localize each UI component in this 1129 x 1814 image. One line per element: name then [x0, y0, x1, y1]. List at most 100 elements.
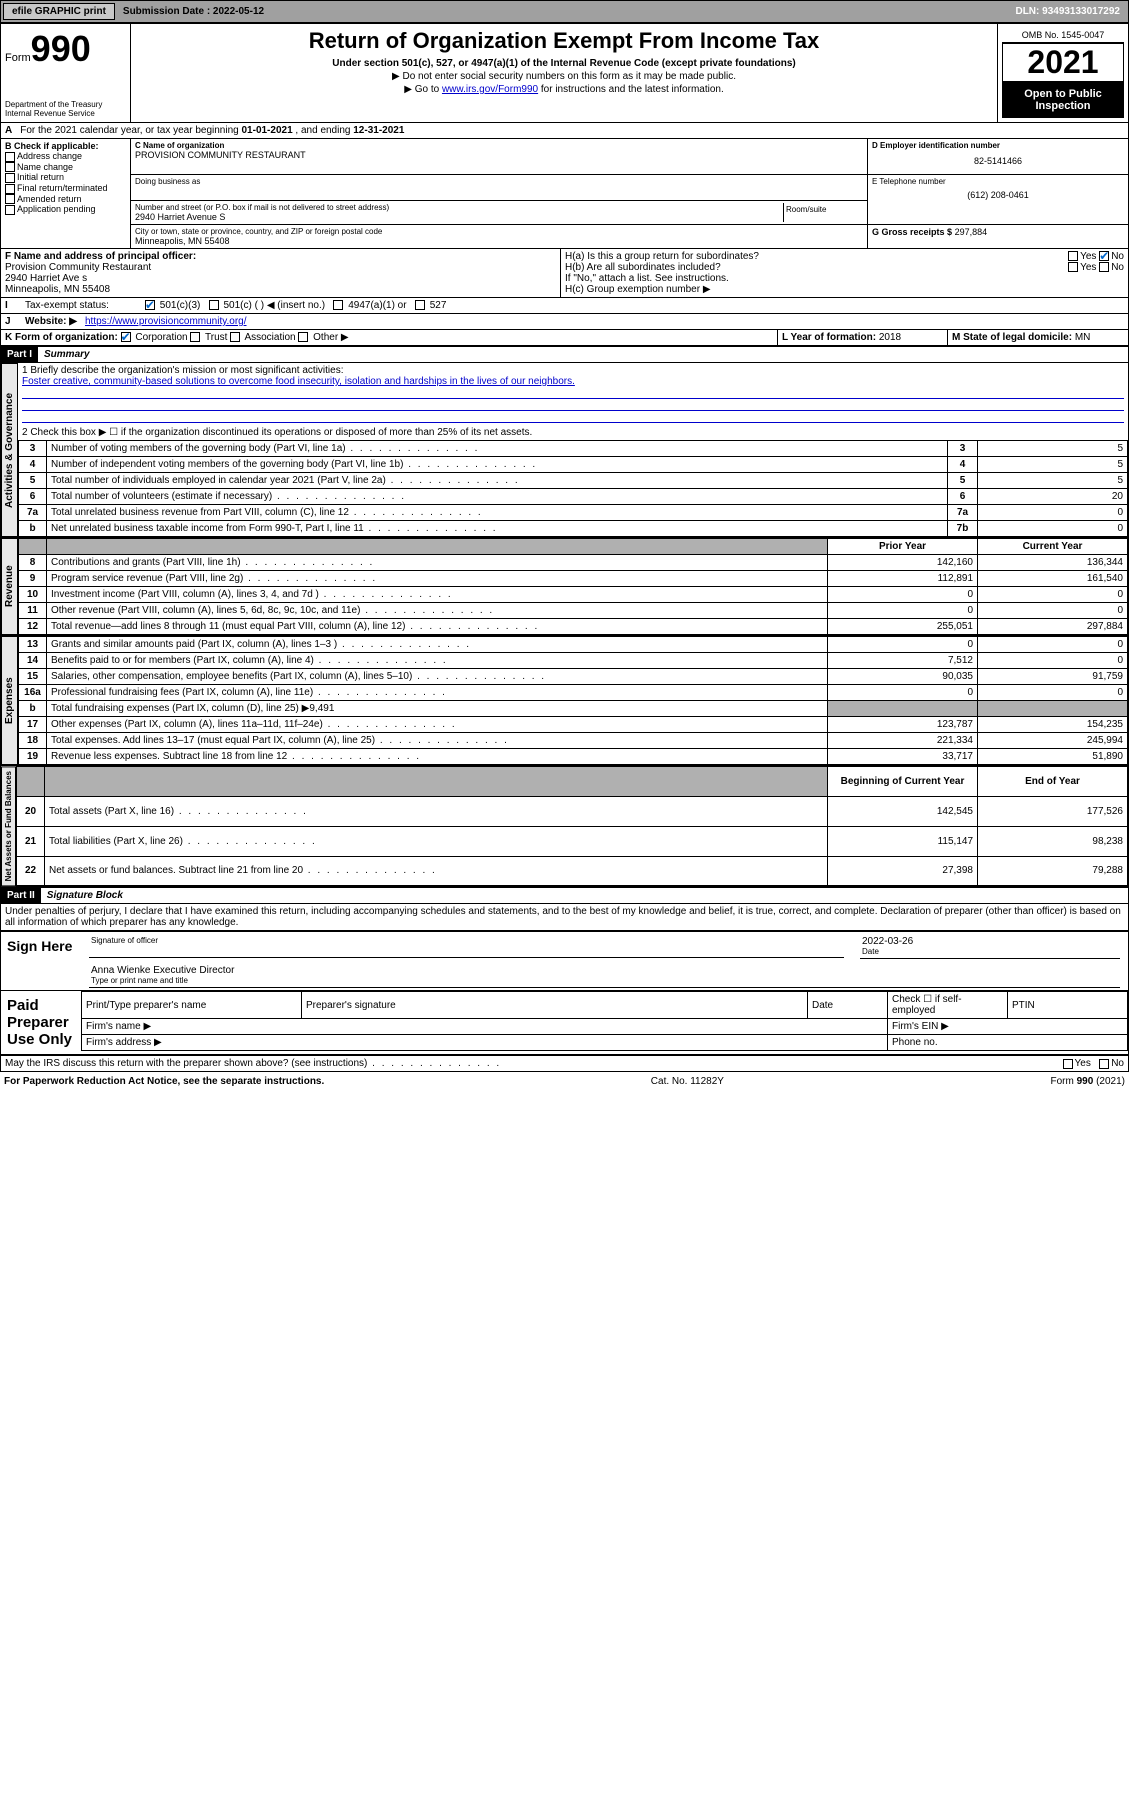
- vtab-revenue: Revenue: [1, 538, 18, 635]
- line2: 2 Check this box ▶ ☐ if the organization…: [18, 425, 1128, 440]
- h-c: H(c) Group exemption number ▶: [565, 284, 1124, 295]
- open-inspection: Open to Public Inspection: [1002, 82, 1124, 118]
- form-ref: Form 990 (2021): [1051, 1076, 1125, 1087]
- form-note-ssn: ▶ Do not enter social security numbers o…: [135, 71, 993, 82]
- efile-print-button[interactable]: efile GRAPHIC print: [3, 3, 115, 20]
- entity-block: B Check if applicable: Address change Na…: [0, 139, 1129, 249]
- sign-here-block: Sign Here Signature of officer 2022-03-2…: [0, 931, 1129, 991]
- block-c-label: C Name of organization: [135, 141, 863, 150]
- declaration-text: Under penalties of perjury, I declare th…: [0, 904, 1129, 931]
- ck-corp[interactable]: [121, 332, 131, 342]
- block-g-label: G Gross receipts $: [872, 227, 952, 237]
- h-a: H(a) Is this a group return for subordin…: [565, 251, 759, 262]
- part1-header: Part I Summary: [0, 346, 1129, 363]
- form-title: Return of Organization Exempt From Incom…: [135, 28, 993, 54]
- website-link[interactable]: https://www.provisioncommunity.org/: [85, 316, 247, 327]
- discuss-yes[interactable]: [1063, 1059, 1073, 1069]
- ck-527[interactable]: [415, 300, 425, 310]
- summary-balances: Net Assets or Fund Balances Beginning of…: [0, 766, 1129, 887]
- gross-receipts: 297,884: [955, 227, 988, 237]
- ck-501c3[interactable]: [145, 300, 155, 310]
- period-line: A For the 2021 calendar year, or tax yea…: [0, 123, 1129, 139]
- summary-expenses: Expenses 13Grants and similar amounts pa…: [0, 636, 1129, 766]
- vtab-expenses: Expenses: [1, 636, 18, 765]
- form-number: Form990: [5, 28, 126, 70]
- sig-date: 2022-03-26: [862, 936, 1118, 947]
- firm-addr-label: Firm's address ▶: [82, 1035, 888, 1051]
- ck-amended[interactable]: Amended return: [17, 194, 82, 204]
- dba-label: Doing business as: [135, 177, 863, 186]
- cat-no: Cat. No. 11282Y: [651, 1076, 724, 1087]
- ck-address-change[interactable]: Address change: [17, 151, 82, 161]
- irs-label: Internal Revenue Service: [5, 109, 126, 118]
- tax-exempt-row: I Tax-exempt status: 501(c)(3) 501(c) ( …: [0, 298, 1129, 314]
- line1-label: 1 Briefly describe the organization's mi…: [22, 365, 1124, 376]
- ck-name-change[interactable]: Name change: [17, 162, 73, 172]
- org-name: PROVISION COMMUNITY RESTAURANT: [135, 150, 863, 160]
- paid-preparer-label: Paid Preparer Use Only: [1, 991, 81, 1054]
- h-b: H(b) Are all subordinates included?: [565, 262, 721, 273]
- ein: 82-5141466: [872, 150, 1124, 172]
- ptin-label: PTIN: [1008, 992, 1128, 1019]
- officer-city: Minneapolis, MN 55408: [5, 284, 556, 295]
- block-d-label: D Employer identification number: [872, 141, 1124, 150]
- governance-table: 3Number of voting members of the governi…: [18, 440, 1128, 537]
- tax-year: 2021: [1002, 43, 1124, 82]
- ck-trust[interactable]: [190, 332, 200, 342]
- firm-ein-label: Firm's EIN ▶: [888, 1019, 1128, 1035]
- website-row: J Website: ▶ https://www.provisioncommun…: [0, 314, 1129, 330]
- summary-governance: Activities & Governance 1 Briefly descri…: [0, 363, 1129, 538]
- ck-initial-return[interactable]: Initial return: [17, 172, 64, 182]
- part2-header: Part II Signature Block: [0, 887, 1129, 904]
- name-title-label: Type or print name and title: [91, 976, 1118, 985]
- year-formation: 2018: [879, 332, 901, 343]
- sign-here-label: Sign Here: [1, 932, 81, 990]
- dept-treasury: Department of the Treasury: [5, 100, 126, 109]
- officer-addr: 2940 Harriet Ave s: [5, 273, 556, 284]
- officer-name: Provision Community Restaurant: [5, 262, 556, 273]
- summary-revenue: Revenue Prior YearCurrent Year8Contribut…: [0, 538, 1129, 636]
- h-b-note: If "No," attach a list. See instructions…: [565, 273, 1124, 284]
- prep-date-label: Date: [808, 992, 888, 1019]
- officer-name-title: Anna Wienke Executive Director: [91, 965, 1118, 976]
- ck-501c[interactable]: [209, 300, 219, 310]
- discuss-row: May the IRS discuss this return with the…: [0, 1055, 1129, 1072]
- ck-assoc[interactable]: [230, 332, 240, 342]
- form-header: Form990 Department of the Treasury Inter…: [0, 23, 1129, 123]
- room-label: Room/suite: [786, 205, 861, 214]
- balances-table: Beginning of Current YearEnd of Year20To…: [16, 766, 1128, 886]
- top-toolbar: efile GRAPHIC print Submission Date : 20…: [0, 0, 1129, 23]
- dln: DLN: 93493133017292: [1007, 4, 1128, 19]
- city-label: City or town, state or province, country…: [135, 227, 863, 236]
- ck-other[interactable]: [298, 332, 308, 342]
- paid-preparer-block: Paid Preparer Use Only Print/Type prepar…: [0, 991, 1129, 1055]
- check-self-employed[interactable]: Check ☐ if self-employed: [888, 992, 1008, 1019]
- block-e-label: E Telephone number: [872, 177, 1124, 186]
- city-state-zip: Minneapolis, MN 55408: [135, 236, 863, 246]
- block-b-label: B Check if applicable:: [5, 141, 126, 151]
- mission-text: Foster creative, community-based solutio…: [22, 376, 1124, 387]
- form-goto: ▶ Go to www.irs.gov/Form990 for instruct…: [135, 84, 993, 95]
- prep-sig-label: Preparer's signature: [302, 992, 808, 1019]
- ck-4947[interactable]: [333, 300, 343, 310]
- sig-officer-label: Signature of officer: [91, 936, 842, 945]
- ck-app-pending[interactable]: Application pending: [17, 204, 96, 214]
- date-label: Date: [862, 947, 1118, 956]
- block-f-label: F Name and address of principal officer:: [5, 251, 556, 262]
- discuss-no[interactable]: [1099, 1059, 1109, 1069]
- prep-name-label: Print/Type preparer's name: [82, 992, 302, 1019]
- omb-number: OMB No. 1545-0047: [1002, 28, 1124, 43]
- officer-group-block: F Name and address of principal officer:…: [0, 249, 1129, 298]
- irs-link[interactable]: www.irs.gov/Form990: [442, 84, 538, 95]
- addr-label: Number and street (or P.O. box if mail i…: [135, 203, 783, 212]
- submission-date: Submission Date : 2022-05-12: [117, 4, 270, 19]
- revenue-table: Prior YearCurrent Year8Contributions and…: [18, 538, 1128, 635]
- vtab-governance: Activities & Governance: [1, 363, 18, 537]
- street-address: 2940 Harriet Avenue S: [135, 212, 783, 222]
- pra-notice: For Paperwork Reduction Act Notice, see …: [4, 1076, 324, 1087]
- phone: (612) 208-0461: [872, 186, 1124, 204]
- vtab-balances: Net Assets or Fund Balances: [1, 766, 16, 886]
- form-subtitle: Under section 501(c), 527, or 4947(a)(1)…: [135, 58, 993, 69]
- ck-final-return[interactable]: Final return/terminated: [17, 183, 108, 193]
- phone-label: Phone no.: [888, 1035, 1128, 1051]
